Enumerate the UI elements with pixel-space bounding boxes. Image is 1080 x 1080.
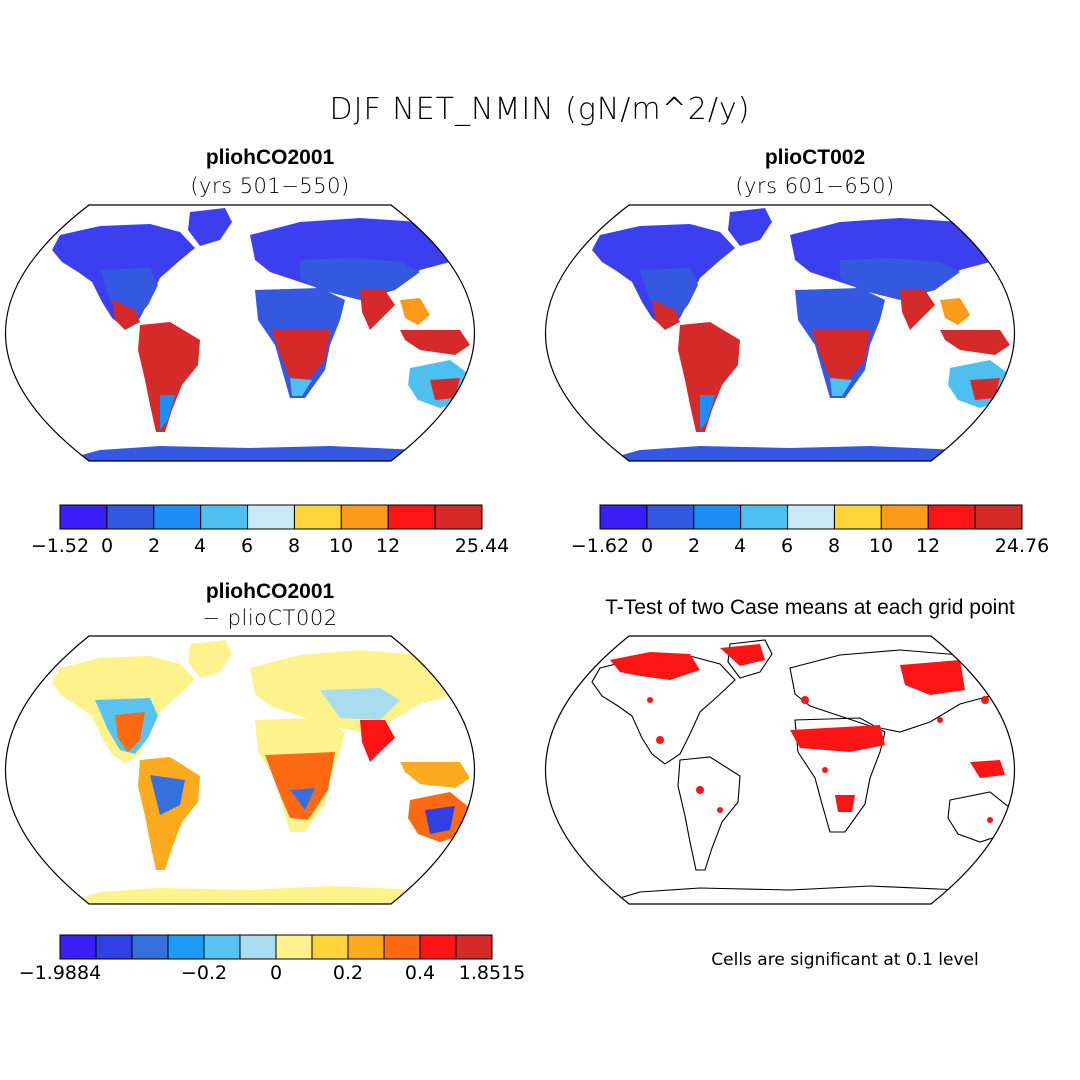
- colorbar-1-tick-label: 25.44: [454, 535, 510, 557]
- colorbar-1-tick-label: −1.52: [30, 535, 90, 557]
- colorbar-1-swatch: [387, 504, 436, 530]
- colorbar-3-swatch: [203, 934, 241, 960]
- colorbar-1-swatch: [106, 504, 155, 530]
- colorbar-3-swatch: [275, 934, 313, 960]
- colorbar-1: [59, 504, 483, 530]
- colorbar-2-swatch: [974, 504, 1023, 530]
- colorbar-2-tick-label: 8: [827, 535, 841, 557]
- colorbar-3-swatch: [419, 934, 457, 960]
- colorbar-2-tick-label: 2: [687, 535, 701, 557]
- panel-4-ttest-title: T-Test of two Case means at each grid po…: [605, 596, 1015, 619]
- colorbar-1-tick-label: 10: [328, 535, 354, 557]
- colorbar-3-swatch: [311, 934, 349, 960]
- colorbar-2-tick-label: 24.76: [994, 535, 1050, 557]
- colorbar-3-tick-label: 1.8515: [458, 962, 526, 984]
- colorbar-3-swatch: [167, 934, 205, 960]
- panel-3-difference-subtitle: − plioCT002: [202, 606, 338, 630]
- colorbar-3-swatch: [455, 934, 493, 960]
- colorbar-2-swatch: [740, 504, 789, 530]
- panel-3-case-title: pliohCO2001: [205, 580, 335, 603]
- panel-2-years-subtitle: (yrs 601−650): [735, 174, 895, 198]
- colorbar-2-tick-label: 0: [640, 535, 654, 557]
- map-panel-3: [4, 635, 476, 905]
- colorbar-3-swatch: [383, 934, 421, 960]
- panel-1-years-subtitle: (yrs 501−550): [190, 174, 350, 198]
- colorbar-3-swatch: [347, 934, 385, 960]
- colorbar-3: [59, 934, 493, 960]
- colorbar-2-tick-label: 10: [868, 535, 894, 557]
- colorbar-2-swatch: [927, 504, 976, 530]
- colorbar-1-tick-label: 12: [375, 535, 401, 557]
- colorbar-2-swatch: [880, 504, 929, 530]
- significance-note: Cells are significant at 0.1 level: [711, 950, 979, 970]
- colorbar-3-tick-label: −0.2: [180, 962, 228, 984]
- colorbar-2-swatch: [833, 504, 882, 530]
- colorbar-2-tick-label: 12: [915, 535, 941, 557]
- colorbar-3-swatch: [59, 934, 97, 960]
- colorbar-3-tick-label: 0: [269, 962, 283, 984]
- colorbar-3-swatch: [131, 934, 169, 960]
- colorbar-1-tick-label: 8: [287, 535, 301, 557]
- colorbar-3-tick-label: 0.2: [332, 962, 364, 984]
- colorbar-1-swatch: [247, 504, 295, 530]
- colorbar-2: [599, 504, 1023, 530]
- colorbar-1-swatch: [293, 504, 342, 530]
- colorbar-1-swatch: [59, 504, 108, 530]
- colorbar-1-tick-label: 4: [193, 535, 207, 557]
- colorbar-1-swatch: [200, 504, 249, 530]
- map-panel-4: [544, 635, 1016, 905]
- colorbar-1-tick-label: 6: [240, 535, 254, 557]
- colorbar-3-swatch: [239, 934, 277, 960]
- colorbar-1-tick-label: 2: [147, 535, 161, 557]
- colorbar-1-swatch: [434, 504, 483, 530]
- panel-2-case-title: plioCT002: [764, 146, 866, 169]
- colorbar-1-swatch: [153, 504, 202, 530]
- colorbar-2-tick-label: 4: [733, 535, 747, 557]
- colorbar-2-swatch: [646, 504, 695, 530]
- colorbar-2-swatch: [599, 504, 648, 530]
- colorbar-2-tick-label: −1.62: [570, 535, 630, 557]
- colorbar-3-swatch: [95, 934, 133, 960]
- colorbar-2-tick-label: 6: [780, 535, 794, 557]
- colorbar-2-swatch: [787, 504, 835, 530]
- map-panel-1: [4, 204, 476, 462]
- panel-1-case-title: pliohCO2001: [205, 146, 335, 169]
- colorbar-2-swatch: [693, 504, 742, 530]
- figure-title: DJF NET_NMIN (gN/m^2/y): [329, 92, 751, 127]
- colorbar-1-tick-label: 0: [100, 535, 114, 557]
- map-panel-2: [544, 204, 1016, 462]
- colorbar-1-swatch: [340, 504, 389, 530]
- colorbar-3-tick-label: −1.9884: [18, 962, 102, 984]
- colorbar-3-tick-label: 0.4: [404, 962, 436, 984]
